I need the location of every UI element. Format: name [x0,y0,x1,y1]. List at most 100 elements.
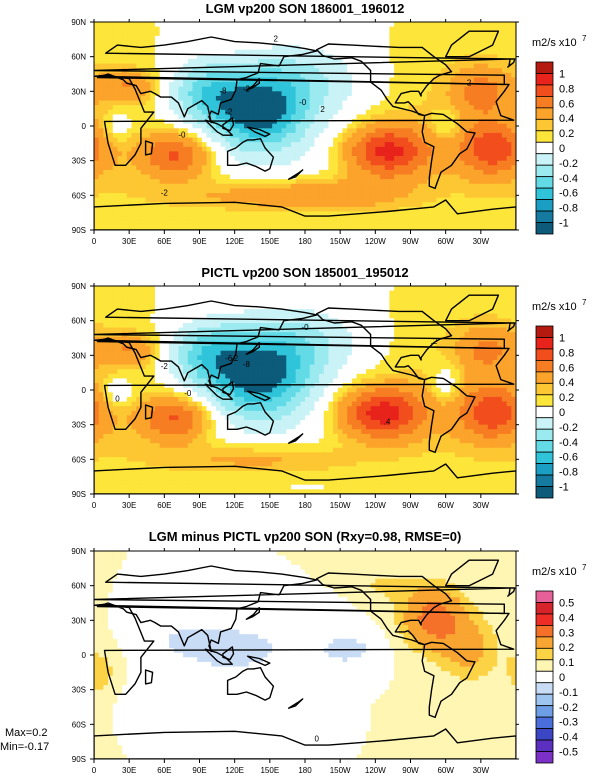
field-cell [431,114,437,120]
field-cell [478,160,484,166]
field-cell [380,95,386,102]
field-cell [290,35,297,42]
field-cell [342,299,348,306]
field-cell [122,128,128,134]
field-cell [300,160,306,166]
field-cell [229,86,236,92]
field-cell [159,132,165,139]
field-cell [412,146,419,153]
field-cell [361,49,367,55]
field-cell [356,40,362,46]
field-cell [459,188,466,194]
field-cell [370,119,376,125]
field-cell [511,86,516,92]
field-cell [440,105,447,111]
field-cell [469,169,475,176]
field-cell [323,197,330,203]
field-cell [164,31,170,37]
field-cell [225,114,231,120]
field-cell [239,202,245,208]
field-cell [455,322,461,329]
field-cell [333,160,339,166]
field-cell [422,211,428,217]
field-cell [511,193,516,199]
field-cell [347,114,353,120]
field-cell [108,165,114,171]
field-cell [183,54,189,60]
field-cell [436,309,442,315]
field-cell [342,100,348,106]
field-cell [187,68,194,74]
colorbar-box [535,84,554,97]
field-cell [290,26,297,32]
field-cell [145,86,151,92]
field-cell [351,114,358,120]
coastline [246,126,271,138]
field-cell [281,137,287,143]
field-cell [370,160,376,166]
field-cell [136,100,142,106]
field-cell [314,114,320,120]
field-cell [342,137,348,143]
field-cell [248,216,255,222]
field-cell [154,54,161,60]
x-tick-label: 120E [225,237,244,246]
field-cell [478,100,484,106]
field-cell [286,169,292,176]
field-cell [108,91,114,97]
field-cell [98,290,104,296]
field-cell [154,193,161,199]
field-cell [136,132,142,139]
field-cell [267,35,273,42]
field-cell [497,128,503,134]
field-cell [384,137,390,143]
field-cell [234,216,240,222]
field-cell [511,95,516,102]
field-cell [145,95,151,102]
field-cell [436,295,442,301]
field-cell [211,183,217,189]
field-cell [342,220,348,226]
field-cell [164,86,170,92]
field-cell [464,206,470,213]
field-cell [192,109,198,116]
field-cell [98,128,104,134]
field-cell [506,105,512,111]
field-cell [126,95,133,102]
field-cell [403,35,409,42]
field-cell [98,179,104,185]
field-cell [492,304,498,310]
field-cell [183,327,189,333]
field-cell [403,165,409,171]
field-cell [347,35,353,42]
field-cell [206,318,212,324]
field-cell [122,100,128,106]
field-cell [197,68,203,74]
field-cell [375,197,381,203]
field-cell [361,202,367,208]
field-cell [412,31,419,37]
field-cell [492,137,498,143]
field-cell [440,313,447,319]
field-cell [361,137,367,143]
field-cell [445,322,451,329]
field-cell [408,142,414,148]
field-cell [492,160,498,166]
field-cell [145,26,151,32]
field-cell [183,286,189,292]
field-cell [408,95,414,102]
field-cell [365,105,372,111]
field-cell [215,123,222,129]
field-cell [356,206,362,213]
field-cell [361,151,367,157]
field-cell [206,105,212,111]
field-cell [150,137,156,143]
field-cell [140,290,147,296]
field-cell [164,22,170,28]
field-cell [436,31,442,37]
field-cell [328,63,334,69]
field-cell [117,156,123,162]
field-cell [159,137,165,143]
field-cell [192,100,198,106]
field-cell [431,72,437,79]
